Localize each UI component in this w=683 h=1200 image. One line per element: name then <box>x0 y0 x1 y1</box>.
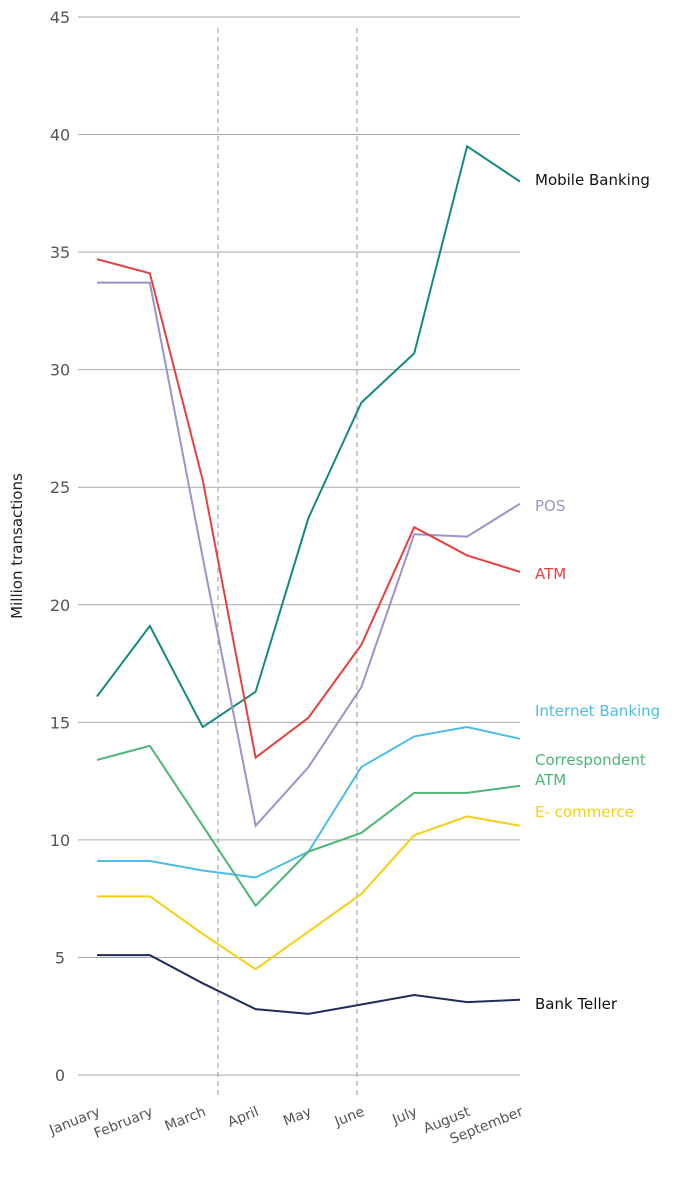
y-tick-label: 45 <box>50 8 70 27</box>
series-label: Internet Banking <box>535 701 661 720</box>
y-tick-label: 10 <box>50 831 70 850</box>
y-tick-label: 0 <box>55 1066 65 1085</box>
y-tick-label: 5 <box>55 948 65 967</box>
y-tick-label: 30 <box>50 361 70 380</box>
x-tick-label: March <box>163 1104 209 1135</box>
x-tick-label: April <box>225 1104 261 1131</box>
series-line <box>96 744 521 908</box>
y-tick-label: 15 <box>50 713 70 732</box>
x-tick-label: July <box>389 1104 419 1129</box>
y-axis-title: Million transactions <box>8 473 26 619</box>
series-line <box>96 144 521 729</box>
y-tick-label: 40 <box>50 126 70 145</box>
series-label: ATM <box>535 564 567 583</box>
series-line <box>97 954 521 1015</box>
y-tick-label: 25 <box>50 478 70 497</box>
series-label: E- commerce <box>535 802 634 821</box>
x-tick-label: February <box>92 1104 156 1142</box>
y-tick-label: 35 <box>50 243 70 262</box>
series-line <box>96 258 521 760</box>
series-label: Mobile Banking <box>535 170 650 189</box>
y-tick-label: 20 <box>50 596 70 615</box>
series-label: Bank Teller <box>535 994 618 1013</box>
series-label: Correspondent ATM <box>535 750 646 789</box>
series-label: POS <box>535 496 566 515</box>
series-line <box>97 281 521 828</box>
series-line <box>97 815 521 971</box>
series-line <box>97 726 521 879</box>
x-tick-label: May <box>281 1104 314 1130</box>
x-tick-label: June <box>332 1104 367 1131</box>
